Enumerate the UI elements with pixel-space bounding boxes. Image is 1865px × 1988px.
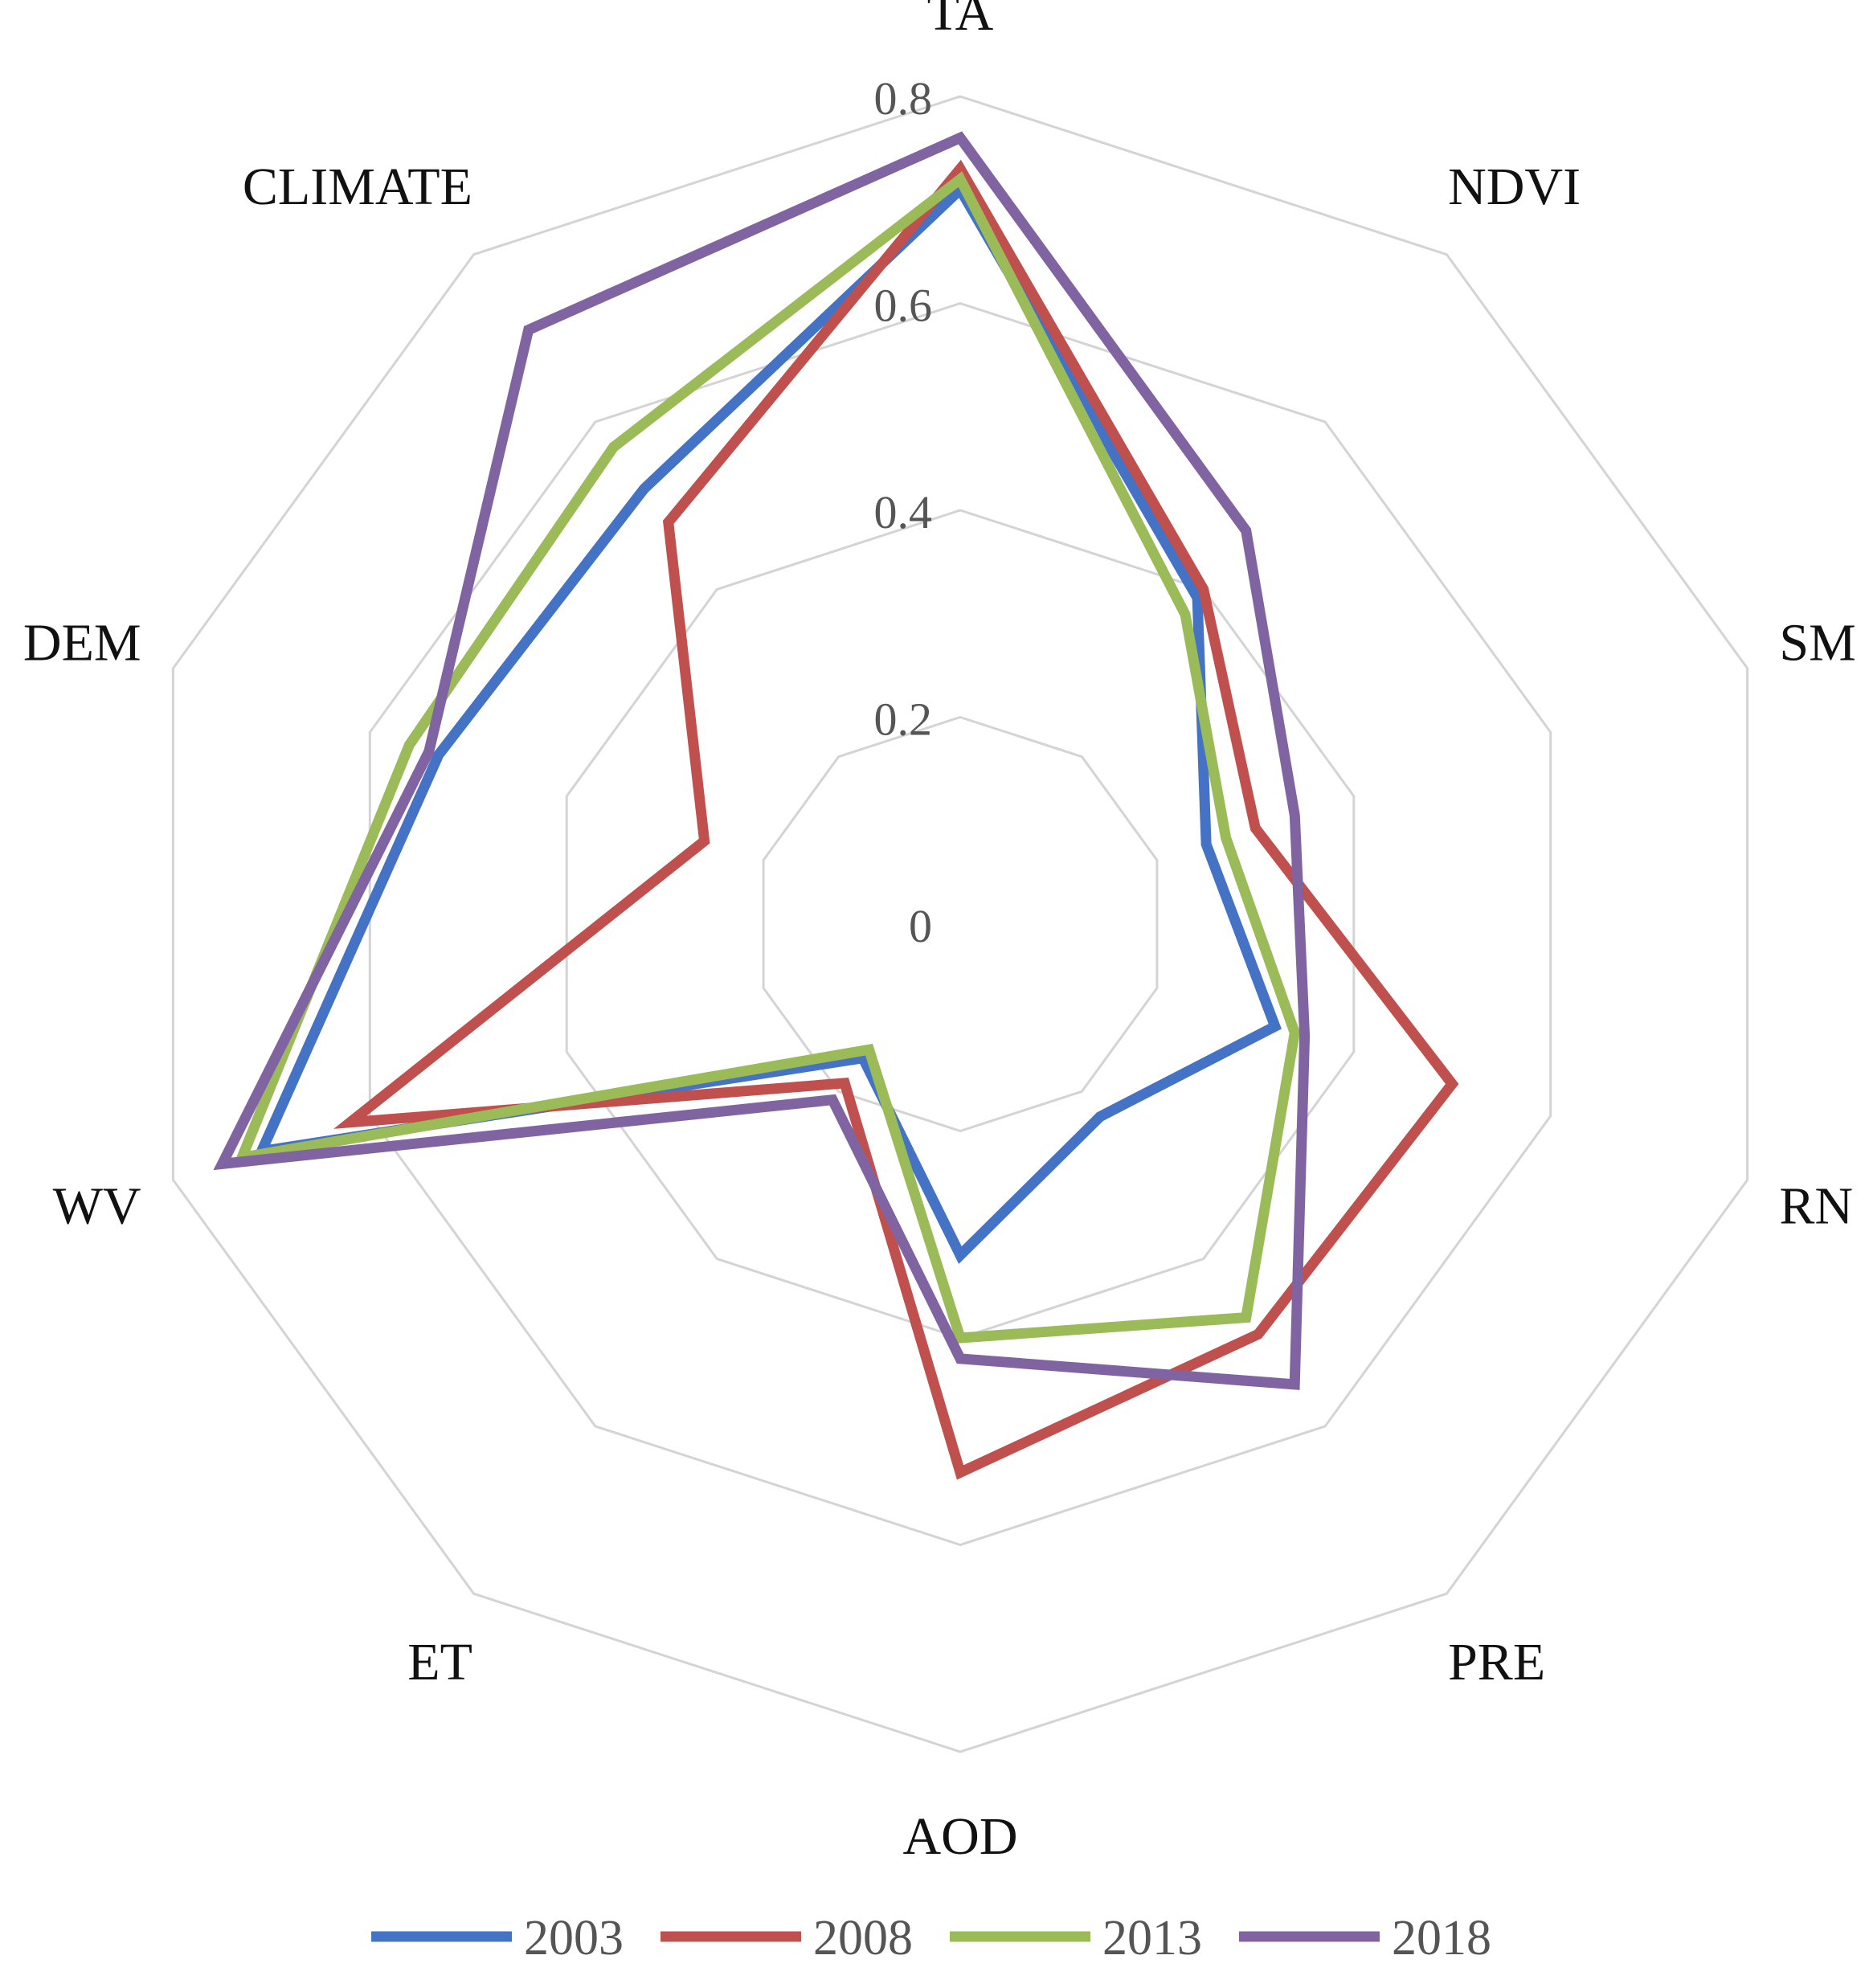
axis-label-aod: AOD: [903, 1807, 1018, 1866]
axis-label-ndvi: NDVI: [1448, 157, 1581, 216]
grid-ring: [762, 715, 1159, 1133]
legend-label-2013: 2013: [1102, 1911, 1202, 1966]
axis-label-ta: TA: [927, 0, 994, 42]
axis-label-dem: DEM: [23, 613, 141, 672]
tick-label: 0.8: [874, 72, 933, 125]
series-layer: [213, 131, 1459, 1480]
axis-label-rn: RN: [1779, 1177, 1853, 1236]
tick-label: 0: [909, 900, 932, 952]
axis-label-et: ET: [407, 1633, 472, 1691]
tick-label: 0.2: [874, 693, 933, 746]
series-line-2013: [233, 171, 1300, 1344]
legend-label-2008: 2008: [813, 1911, 913, 1966]
series-line-2018: [213, 131, 1311, 1390]
series-line-2008: [333, 159, 1459, 1480]
legend: 2003 2008 2013 2018: [371, 1911, 1491, 1966]
axis-label-pre: PRE: [1448, 1633, 1545, 1691]
tick-label-layer: 0 0.2 0.4 0.6 0.8: [874, 72, 933, 952]
tick-label: 0.6: [874, 280, 933, 332]
legend-label-2003: 2003: [524, 1911, 624, 1966]
grid-ring: [368, 301, 1552, 1547]
axis-label-sm: SM: [1779, 613, 1855, 672]
axis-label-layer: TA NDVI SM RN PRE AOD ET WV DEM CLIMATE: [23, 0, 1856, 1866]
grid-ring: [171, 95, 1749, 1753]
legend-label-2018: 2018: [1392, 1911, 1491, 1966]
axis-label-climate: CLIMATE: [243, 157, 472, 216]
series-line-2003: [252, 181, 1282, 1264]
axis-label-wv: WV: [53, 1177, 141, 1236]
grid-layer: [171, 95, 1749, 1753]
tick-label: 0.4: [874, 486, 933, 538]
